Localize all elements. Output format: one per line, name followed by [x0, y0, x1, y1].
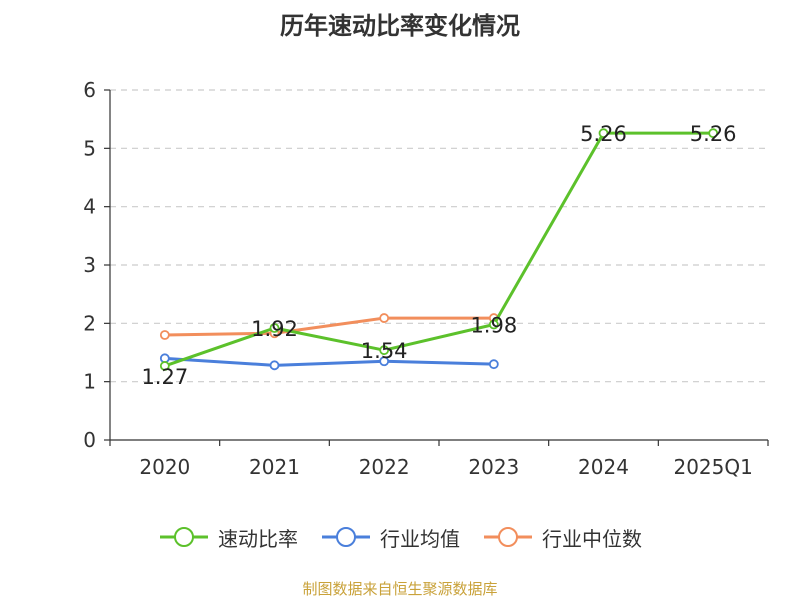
x-tick-label: 2021 [249, 455, 300, 479]
data-labels: 1.27 1.92 1.54 1.98 5.26 5.26 [141, 122, 736, 389]
data-point [269, 360, 280, 371]
legend-marker-icon [160, 527, 208, 547]
data-label: 5.26 [690, 122, 737, 146]
legend-marker-icon [322, 527, 370, 547]
data-label: 1.92 [251, 317, 298, 341]
legend-label: 行业均值 [380, 526, 460, 551]
y-tick-label: 1 [83, 370, 96, 394]
data-point [379, 313, 390, 323]
data-label: 5.26 [580, 122, 627, 146]
data-point [488, 359, 499, 370]
legend-item[interactable]: 速动比率 [158, 523, 298, 552]
legend-circle [174, 527, 194, 547]
legend-label: 速动比率 [218, 526, 298, 551]
series-line [164, 316, 494, 337]
x-tick-label: 2025Q1 [673, 455, 752, 479]
series-line [164, 131, 714, 368]
legend-circle [498, 527, 518, 547]
data-label: 1.27 [141, 365, 188, 389]
y-tick-label: 3 [83, 253, 96, 277]
data-point [269, 323, 280, 333]
data-point [598, 128, 609, 139]
legend-marker-icon [484, 527, 532, 547]
data-point [159, 361, 170, 371]
legend: 速动比率 行业均值 行业中位数 [0, 520, 800, 554]
legend-item[interactable]: 行业中位数 [482, 523, 642, 552]
data-point [379, 356, 390, 367]
source-note: 制图数据来自恒生聚源数据库 [302, 580, 498, 598]
y-tick-label: 0 [83, 428, 96, 452]
y-tick-label: 4 [83, 195, 96, 219]
y-tick-label: 5 [83, 136, 96, 160]
data-label: 1.98 [470, 314, 517, 338]
series-lines [159, 128, 719, 371]
x-tick-label: 2020 [139, 455, 190, 479]
data-point [379, 345, 390, 356]
data-label: 1.54 [361, 339, 408, 363]
x-tick-label: 2023 [468, 455, 519, 479]
axes: 0 1 2 3 4 5 6 2020 2021 2022 2023 2024 2025Q1 [83, 78, 769, 479]
legend-circle [336, 527, 356, 547]
y-tick-label: 2 [83, 311, 96, 335]
legend-item[interactable]: 行业均值 [320, 523, 460, 552]
data-point [488, 319, 499, 330]
data-point [159, 330, 170, 340]
data-point [708, 128, 719, 139]
x-tick-label: 2024 [578, 455, 629, 479]
chart-title: 历年速动比率变化情况 [280, 12, 520, 40]
y-tick-label: 6 [83, 78, 96, 102]
x-tick-label: 2022 [359, 455, 410, 479]
series-line [164, 356, 494, 367]
legend-label: 行业中位数 [542, 526, 642, 551]
